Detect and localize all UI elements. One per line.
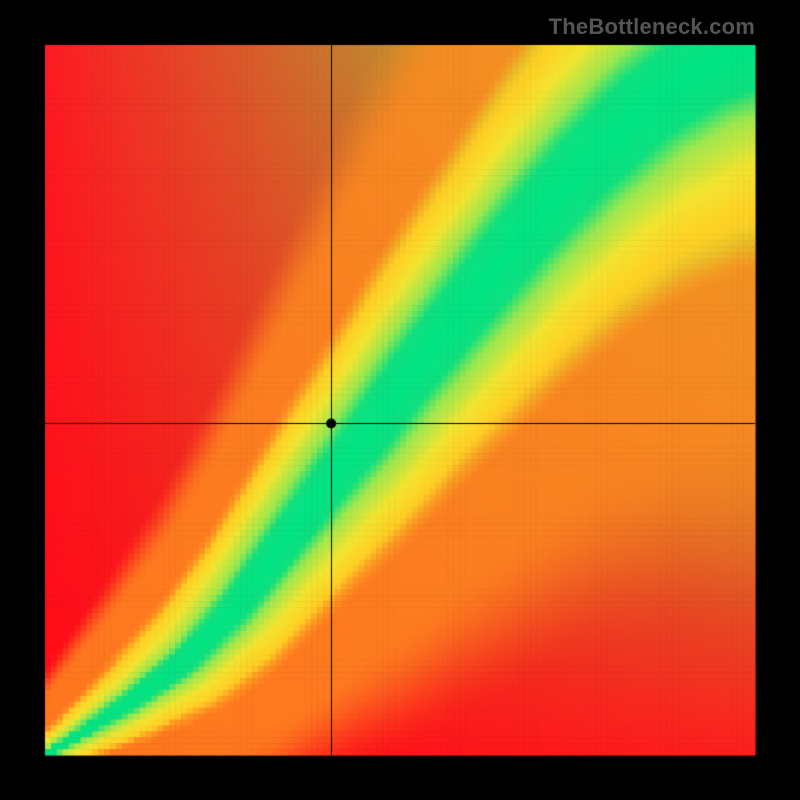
chart-root: TheBottleneck.com — [0, 0, 800, 800]
watermark-text: TheBottleneck.com — [549, 14, 755, 40]
heatmap-canvas — [0, 0, 800, 800]
